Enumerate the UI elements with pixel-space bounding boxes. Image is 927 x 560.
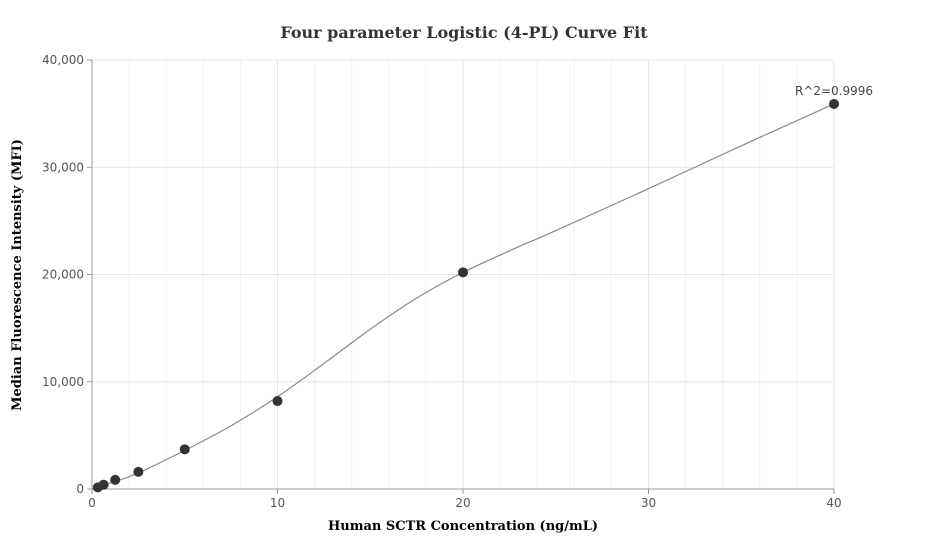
data-point <box>458 267 468 278</box>
y-tick-label: 40,000 <box>42 53 84 67</box>
y-tick-label: 20,000 <box>42 268 84 282</box>
r-squared-annotation: R^2=0.9996 <box>795 84 873 98</box>
fit-curve <box>91 103 835 490</box>
data-point <box>272 396 283 407</box>
y-tick-label: 0 <box>76 482 84 496</box>
y-tick-label: 10,000 <box>42 375 84 389</box>
y-axis-title: Median Fluorescence Intensity (MFI) <box>10 139 25 411</box>
chart-title: Four parameter Logistic (4-PL) Curve Fit <box>280 23 648 42</box>
data-point <box>98 479 109 490</box>
data-point <box>179 444 190 455</box>
x-tick-label: 10 <box>270 496 285 510</box>
x-tick-label: 40 <box>826 496 841 510</box>
tick-labels: 0 10 20 30 40 0 10,000 20,000 30,000 40,000 <box>42 53 842 510</box>
x-tick-label: 20 <box>455 496 470 510</box>
data-point <box>133 466 144 477</box>
data-point <box>110 474 121 485</box>
data-point <box>829 98 839 109</box>
data-points <box>92 98 839 493</box>
axes <box>87 59 835 494</box>
x-tick-label: 30 <box>641 496 656 510</box>
y-tick-label: 30,000 <box>42 160 84 174</box>
x-tick-label: 0 <box>88 496 96 510</box>
x-axis-title: Human SCTR Concentration (ng/mL) <box>328 519 598 534</box>
